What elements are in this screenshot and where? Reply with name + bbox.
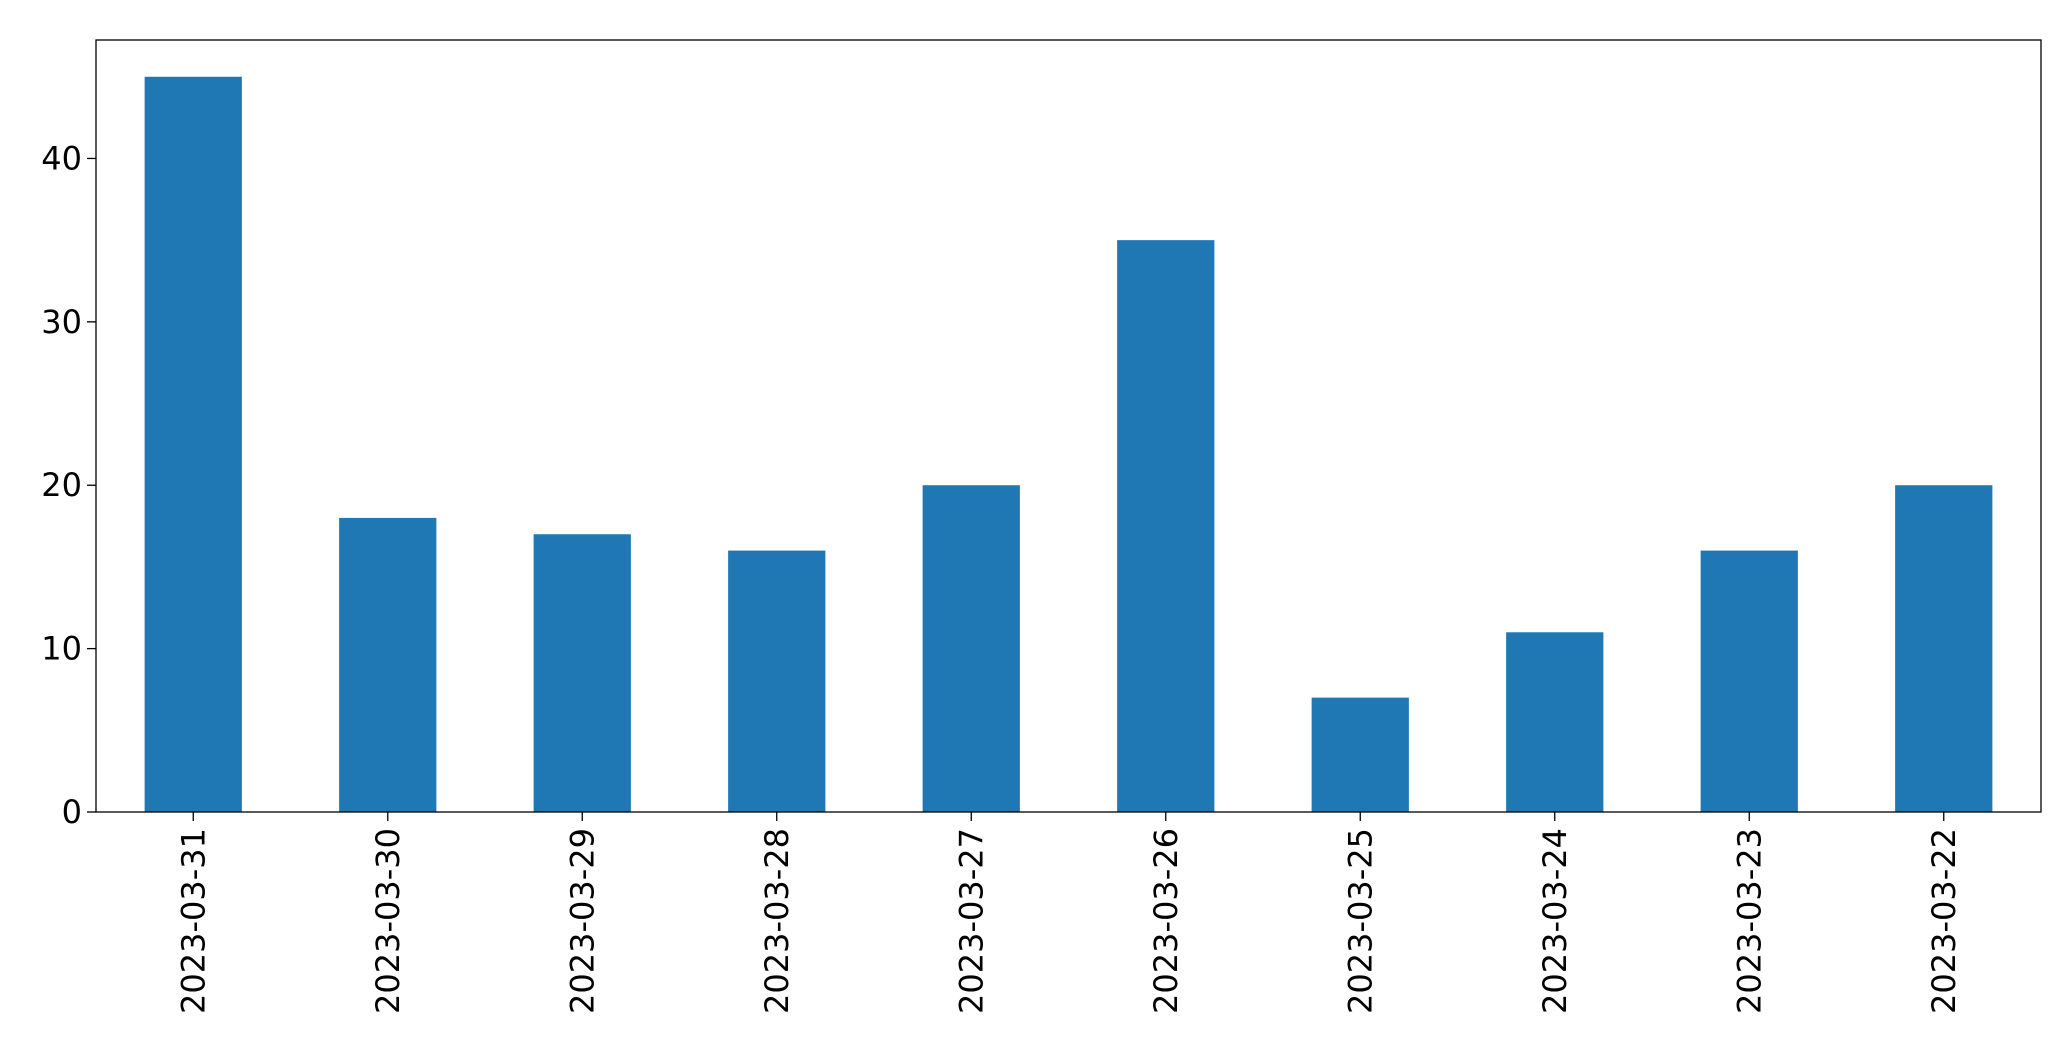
- x-tick-label: 2023-03-24: [1536, 828, 1574, 1014]
- bar: [339, 517, 437, 812]
- y-tick-label: 10: [41, 630, 82, 668]
- x-tick-label: 2023-03-28: [758, 828, 796, 1014]
- y-tick-label: 20: [41, 466, 82, 504]
- bar: [533, 534, 631, 812]
- x-tick-label: 2023-03-29: [563, 828, 601, 1014]
- bar: [144, 76, 242, 812]
- bar: [1117, 240, 1215, 813]
- x-tick-label: 2023-03-27: [952, 828, 990, 1014]
- x-tick-label: 2023-03-30: [369, 828, 407, 1014]
- x-tick-label: 2023-03-31: [174, 828, 212, 1014]
- y-tick-label: 30: [41, 303, 82, 341]
- bar: [922, 485, 1020, 812]
- bar: [728, 550, 826, 812]
- bar: [1311, 697, 1409, 812]
- y-tick-label: 0: [62, 793, 82, 831]
- x-tick-label: 2023-03-25: [1341, 828, 1379, 1014]
- y-tick-label: 40: [41, 139, 82, 177]
- bar: [1895, 485, 1993, 812]
- bar: [1506, 632, 1604, 812]
- plot-frame: [95, 39, 2042, 813]
- x-tick-label: 2023-03-22: [1925, 828, 1963, 1014]
- x-tick-label: 2023-03-23: [1730, 828, 1768, 1014]
- x-tick-label: 2023-03-26: [1147, 828, 1185, 1014]
- bar: [1700, 550, 1798, 812]
